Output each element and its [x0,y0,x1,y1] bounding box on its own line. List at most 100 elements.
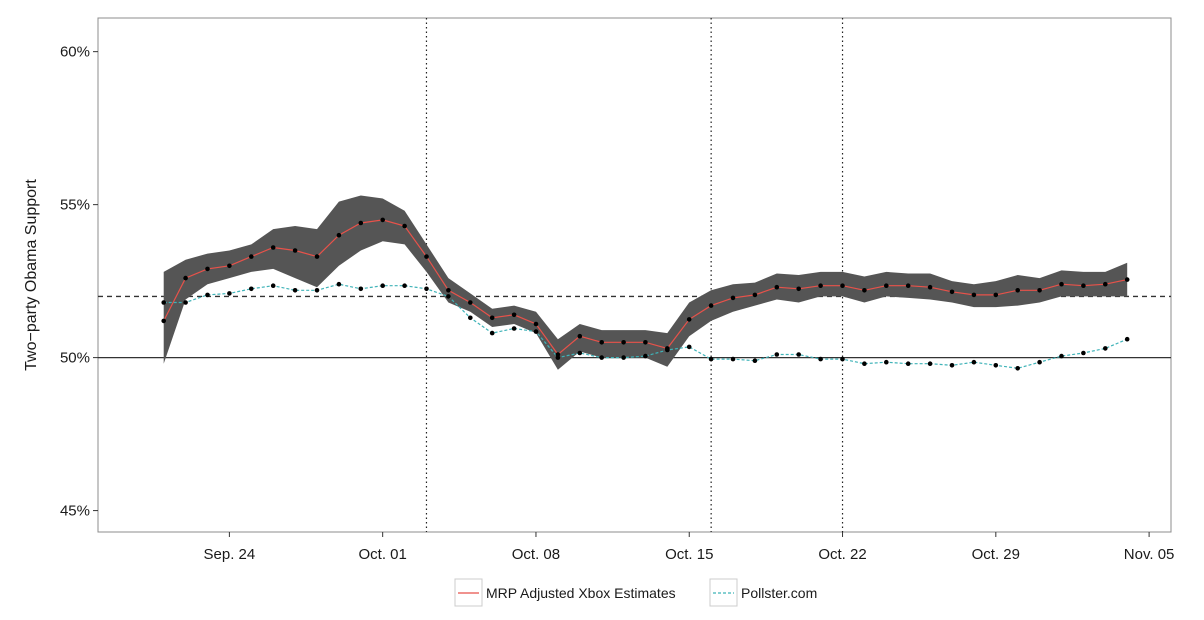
data-point [336,281,342,287]
data-point [270,245,276,250]
data-point [1081,283,1086,289]
data-point [1103,346,1108,351]
data-point [840,283,845,289]
data-point [205,266,210,272]
y-tick-label: 55% [60,197,90,214]
data-point [380,283,386,289]
data-point [752,292,758,298]
data-point [446,294,451,299]
data-point [358,220,364,226]
y-axis-title: Two−party Obama Support [23,179,40,371]
x-tick-label: Oct. 29 [972,546,1020,563]
data-point [818,283,823,289]
data-point [336,232,342,238]
data-point [949,289,955,295]
data-point [358,286,364,292]
data-point [227,263,232,269]
data-point [468,300,473,305]
data-point [884,359,889,365]
data-point [905,361,911,367]
data-point [533,321,539,327]
data-point [1059,353,1064,359]
data-point [774,284,780,290]
series-line-1 [163,283,1128,369]
data-point [1037,359,1042,365]
data-point [205,292,210,298]
data-point [511,312,517,318]
data-point [1037,288,1042,293]
data-point [511,326,517,331]
data-point [752,358,758,364]
data-point [621,340,626,345]
data-point [643,340,648,345]
data-point [840,356,845,362]
y-axis: 45% 50% 55% 60% [60,44,98,520]
x-axis: Sep. 24 Oct. 01 Oct. 08 Oct. 15 Oct. 22 Oct. … [204,532,1175,563]
data-point [161,300,166,305]
data-point [292,248,298,253]
data-point [927,361,933,367]
data-point [249,254,254,259]
data-point [818,356,823,362]
data-point [599,355,604,360]
data-point [621,355,626,360]
confidence-bands [163,195,1128,370]
series-points [161,217,1130,371]
data-point [708,356,714,362]
data-point [1059,281,1064,287]
data-point [402,283,407,289]
data-point [993,363,999,368]
data-point [402,223,407,229]
data-point [884,283,889,289]
data-point [314,254,320,259]
data-point [446,288,451,293]
x-tick-label: Oct. 08 [512,546,560,563]
data-point [161,318,166,324]
data-point [1124,336,1130,342]
data-point [314,288,320,293]
x-tick-label: Sep. 24 [204,546,256,563]
confidence-band-xbox [163,195,1128,370]
data-point [862,361,867,367]
data-point [665,347,670,353]
data-point [227,291,232,296]
y-tick-label: 60% [60,44,90,61]
x-tick-label: Oct. 15 [665,546,713,563]
data-point [577,350,583,356]
data-point [489,330,495,336]
data-point [533,329,539,334]
data-point [249,286,254,292]
data-point [905,283,911,289]
legend-label-pollster: Pollster.com [741,585,817,601]
data-point [270,283,276,289]
data-point [862,288,867,293]
data-point [730,356,736,362]
data-point [183,275,188,281]
data-point [1015,366,1020,371]
data-point [971,359,977,365]
data-point [643,353,648,359]
data-point [489,315,495,321]
data-point [796,352,801,357]
data-point [686,317,692,322]
data-point [686,344,692,350]
legend-item-pollster: Pollster.com [709,578,817,607]
data-point [796,286,801,292]
legend-label-xbox: MRP Adjusted Xbox Estimates [486,585,676,601]
data-point [183,300,188,305]
x-tick-label: Nov. 05 [1124,546,1175,563]
data-point [949,363,955,368]
y-tick-label: 50% [60,350,90,367]
legend-item-xbox: MRP Adjusted Xbox Estimates [454,578,676,607]
data-point [1015,288,1020,293]
data-point [927,284,933,290]
plot-panel [97,17,1172,533]
plot-area [97,17,1172,533]
data-point [1081,350,1086,356]
data-point [730,295,736,301]
y-tick-label: 45% [60,503,90,520]
data-point [468,315,473,321]
data-point [774,352,780,357]
data-point [1124,277,1130,282]
